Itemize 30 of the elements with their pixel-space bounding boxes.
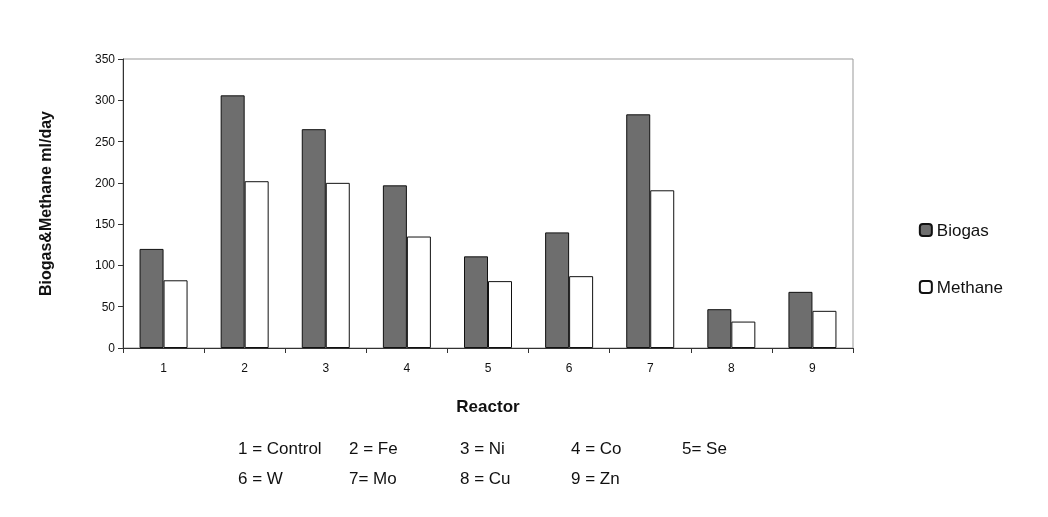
x-tick-label: 7 [646,361,654,375]
text: 2 = Fe [349,439,398,458]
legend-label: Biogas [936,220,989,240]
y-tick-label: 0 [108,341,116,355]
x-tick-label: 8 [727,361,735,375]
x-tick-label: 5 [484,361,492,375]
y-tick-label: 250 [94,134,116,149]
x-tick-label: 2 [241,361,249,375]
y-tick-label: 100 [94,258,116,273]
y-tick-label: 150 [94,217,116,232]
text: 5= Se [682,439,727,458]
x-tick-label: 1 [160,361,168,375]
y-tick-label: 350 [94,52,116,66]
y-tick-label: 300 [94,93,116,108]
x-tick-label: 3 [322,361,330,375]
text: 4 = Co [571,439,622,458]
text: 6 = W [238,469,283,488]
y-tick-label: 200 [94,175,116,190]
x-tick-label: 6 [565,361,573,375]
x-tick-label: 9 [809,361,817,375]
text: 9 = Zn [571,469,620,488]
text: 7= Mo [349,469,397,488]
text: 3 = Ni [460,439,505,458]
text: 1 = Control [238,439,322,458]
x-tick-label: 4 [403,361,411,375]
text: 8 = Cu [460,469,511,488]
y-tick-label: 50 [101,299,116,314]
y-axis-title: Biogas&Methane ml/day [36,110,54,296]
legend-label: Methane [936,277,1004,297]
x-axis-title: Reactor [456,397,521,416]
